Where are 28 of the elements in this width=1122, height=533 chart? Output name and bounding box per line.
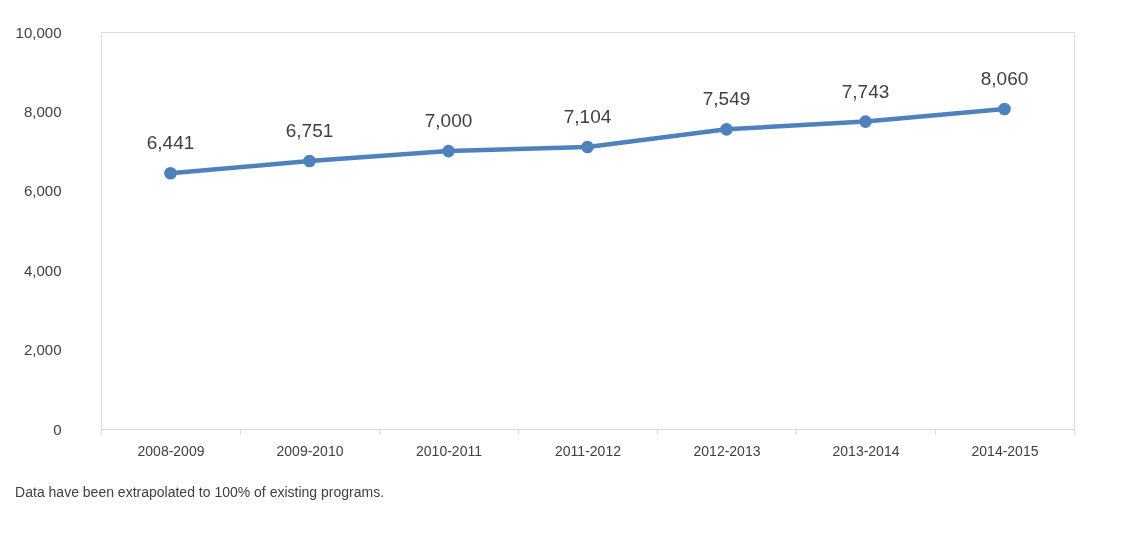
x-tick-label: 2014-2015 bbox=[971, 442, 1039, 459]
text: Data have been extrapolated to 100% of existing programs. bbox=[15, 484, 385, 500]
point bbox=[303, 154, 316, 168]
data-label: 6,751 bbox=[285, 119, 334, 141]
y-tick-label: 10,000 bbox=[15, 23, 62, 41]
data-label: 7,104 bbox=[563, 105, 612, 127]
data-label: 7,743 bbox=[841, 80, 890, 102]
x-tick-label: 2010-2011 bbox=[416, 442, 483, 459]
y-tick-label: 8,000 bbox=[23, 102, 62, 120]
point bbox=[998, 102, 1011, 116]
x-tick-label: 2009-2010 bbox=[276, 442, 344, 459]
x-tick-label: 2013-2014 bbox=[832, 442, 900, 459]
data-label: 6,441 bbox=[146, 132, 195, 154]
point bbox=[581, 140, 594, 154]
y-tick-label: 0 bbox=[53, 420, 62, 438]
y-tick-label: 2,000 bbox=[23, 341, 62, 359]
point bbox=[164, 166, 177, 180]
y-tick-label: 6,000 bbox=[23, 182, 62, 200]
data-label: 7,000 bbox=[424, 110, 473, 132]
x-tick-label: 2012-2013 bbox=[693, 442, 761, 459]
data-label: 7,549 bbox=[702, 88, 751, 110]
y-tick-label: 4,000 bbox=[23, 261, 62, 279]
point bbox=[720, 122, 733, 136]
point bbox=[859, 115, 872, 128]
data-label: 8,060 bbox=[980, 68, 1029, 90]
x-tick-label: 2008-2009 bbox=[137, 442, 205, 459]
x-tick-label: 2011-2012 bbox=[555, 442, 622, 459]
point bbox=[442, 144, 455, 158]
